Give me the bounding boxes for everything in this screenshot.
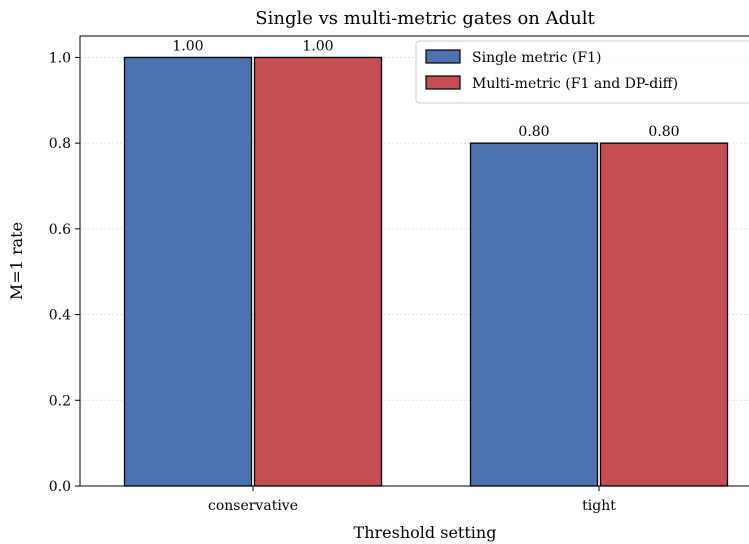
x-tick-label: tight: [582, 498, 616, 514]
y-tick-label: 0.8: [49, 136, 71, 152]
x-axis: conservative tight: [208, 486, 616, 514]
y-tick-label: 1.0: [49, 50, 71, 66]
data-label: 1.00: [172, 38, 203, 54]
x-axis-label: Threshold setting: [354, 523, 497, 542]
chart-title: Single vs multi-metric gates on Adult: [255, 8, 595, 29]
y-axis-label: M=1 rate: [7, 222, 26, 300]
bar: [255, 57, 382, 486]
bars: [125, 57, 728, 486]
y-tick-label: 0.2: [49, 393, 71, 409]
bar: [601, 143, 728, 486]
legend-label: Multi-metric (F1 and DP-diff): [472, 76, 678, 92]
y-axis: 0.0 0.2 0.4 0.6 0.8 1.0: [49, 50, 80, 495]
legend-label: Single metric (F1): [472, 50, 601, 66]
y-tick-label: 0.4: [49, 308, 71, 324]
bar: [471, 143, 598, 486]
legend-swatch: [426, 76, 460, 89]
x-tick-label: conservative: [208, 498, 298, 514]
legend: Single metric (F1) Multi-metric (F1 and D…: [416, 41, 749, 103]
bar: [125, 57, 252, 486]
data-label: 0.80: [648, 124, 679, 140]
y-tick-label: 0.6: [49, 222, 71, 238]
data-label: 1.00: [302, 38, 333, 54]
legend-swatch: [426, 50, 460, 63]
data-label: 0.80: [518, 124, 549, 140]
y-tick-label: 0.0: [49, 479, 71, 495]
